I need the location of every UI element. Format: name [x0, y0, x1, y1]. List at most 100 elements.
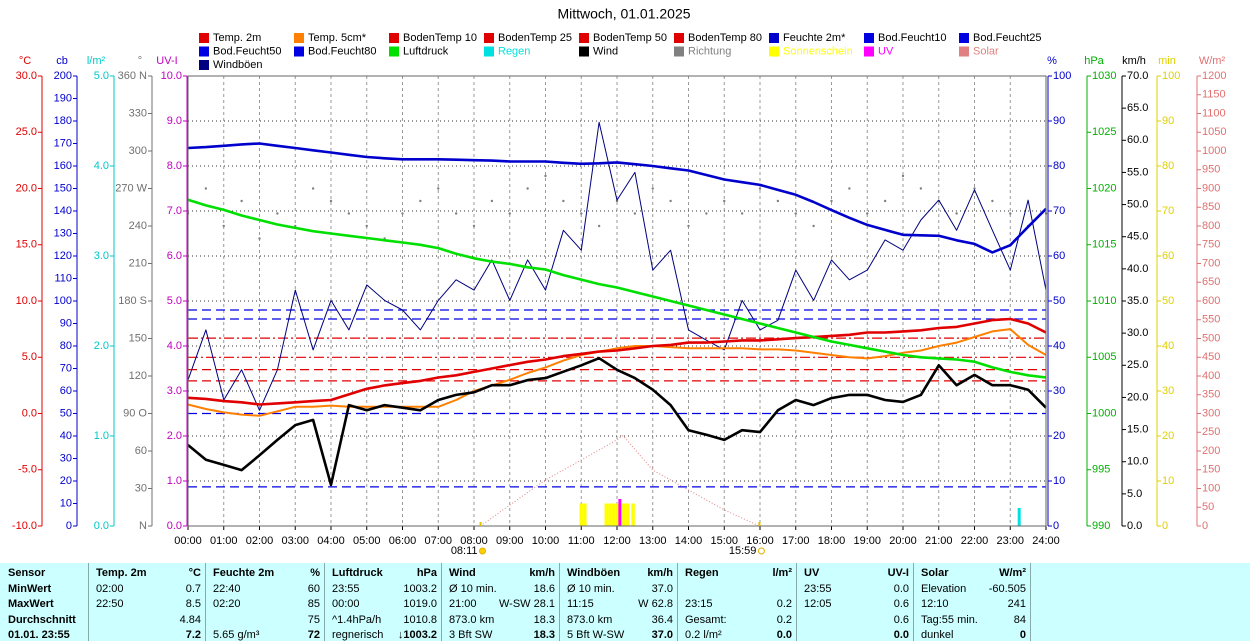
data-cell: 5.65 g/m³ 72: [207, 628, 326, 641]
data-cell: 873.0 km 18.3: [443, 613, 561, 628]
y-tick-label: 70.0: [1127, 70, 1148, 82]
data-cell: 11:15 W 62.8: [561, 597, 679, 612]
cell-value: ↓1003.2: [397, 629, 437, 641]
y-tick-label: 50.0: [1127, 198, 1148, 210]
x-tick-label: 19:00: [853, 535, 881, 547]
header-text: Regen: [685, 567, 719, 579]
direction-dot: [472, 224, 476, 228]
y-tick-label: 0: [1202, 520, 1208, 532]
y-tick-label: 4.0: [94, 160, 109, 172]
y-tick-label: 100: [1053, 70, 1071, 82]
data-cell: Gesamt: 0.2: [679, 613, 798, 628]
legend-item: BodenTemp 50: [579, 32, 667, 44]
y-tick-label: 60: [1053, 250, 1065, 262]
header-cell: Solar W/m²: [915, 566, 1032, 581]
direction-dot: [222, 224, 225, 228]
cell-note: Ø 10 min.: [449, 582, 497, 595]
y-tick-label: 990: [1092, 520, 1110, 532]
row-label-text: 01.01. 23:55: [8, 629, 70, 641]
legend-label: Regen: [498, 45, 530, 57]
y-tick-label: 0: [1162, 520, 1168, 532]
y-tick-label: 160: [54, 160, 72, 172]
y-tick-label: -10.0: [12, 520, 37, 532]
x-tick-label: 11:00: [568, 535, 595, 547]
data-cell: 21:00 W-SW 28.1: [443, 597, 561, 612]
y-tick-label: 995: [1092, 464, 1110, 476]
header-cell: Regen l/m²: [679, 566, 798, 581]
direction-dot: [723, 199, 726, 203]
y-tick-label: 600: [1202, 295, 1220, 307]
cell-value: 72: [307, 629, 320, 641]
y-tick-label: 950: [1202, 164, 1220, 176]
y-tick-label: 400: [1202, 370, 1220, 382]
cell-note: 23:55: [804, 582, 832, 595]
cell-value: 1019.0: [403, 598, 437, 610]
header-unit: l/m²: [772, 567, 792, 579]
bar: [579, 503, 583, 526]
x-tick-label: 20:00: [889, 535, 917, 547]
bar: [583, 503, 587, 526]
y-tick-label: 700: [1202, 257, 1220, 269]
cell-value: W 62.8: [638, 598, 673, 610]
legend-item: Richtung: [674, 45, 731, 57]
y-tick-label: 20: [60, 475, 72, 487]
legend-label: UV: [878, 45, 894, 57]
row-label-text: Durchschnitt: [8, 613, 76, 626]
direction-dot: [1009, 212, 1012, 215]
legend-label: BodenTemp 50: [593, 32, 667, 44]
direction-dot: [419, 199, 422, 203]
data-cell: 5 Bft W-SW 37.0: [561, 628, 679, 641]
header-text: Windböen: [567, 567, 621, 579]
y-tick-label: 30.0: [16, 70, 37, 82]
direction-dot: [794, 212, 797, 215]
y-tick-label: 180 S: [118, 295, 147, 307]
y-tick-label: 150: [54, 182, 72, 194]
y-tick-label: 80: [1162, 160, 1174, 172]
cell-note: 23:15: [685, 598, 713, 610]
data-cell: 02:20 85: [207, 597, 326, 612]
data-cell: dunkel 0: [915, 628, 1032, 641]
y-tick-label: 7.0: [167, 205, 182, 217]
y-tick-label: 1030: [1092, 70, 1116, 82]
y-tick-label: 15.0: [1127, 423, 1148, 435]
bar: [618, 499, 622, 526]
y-tick-label: 5.0: [94, 70, 109, 82]
legend-swatch: [864, 46, 874, 57]
y-tick-label: 40: [1053, 340, 1065, 352]
y-tick-label: 270 W: [115, 182, 147, 194]
y-tick-label: 80: [60, 340, 72, 352]
y-tick-label: 170: [54, 137, 72, 149]
legend-swatch: [959, 46, 969, 57]
legend-label: Bod.Feucht80: [308, 45, 377, 57]
y-tick-label: 1015: [1092, 239, 1116, 251]
cell-note: regnerisch: [332, 629, 384, 641]
y-tick-label: 900: [1202, 182, 1220, 194]
y-tick-label: 90 O: [123, 407, 147, 419]
x-tick-label: 23:00: [996, 535, 1024, 547]
cell-value: 84: [1013, 613, 1026, 626]
column-separator: [677, 563, 678, 641]
cell-value: 36.4: [651, 613, 673, 626]
header-cell: Wind km/h: [443, 566, 561, 581]
y-tick-label: 20.0: [16, 182, 37, 194]
legend-item: Temp. 2m: [199, 32, 261, 44]
y-tick-label: 30: [60, 452, 72, 464]
bar: [1017, 508, 1021, 526]
y-tick-label: 80: [1053, 160, 1065, 172]
y-tick-label: 65.0: [1127, 102, 1148, 114]
y-tick-label: 9.0: [167, 115, 182, 127]
data-cell: Ø 10 min. 37.0: [561, 582, 679, 597]
y-tick-label: 20: [1162, 430, 1174, 442]
y-tick-label: 40.0: [1127, 263, 1148, 275]
data-cell: 23:55 1003.2: [326, 582, 443, 597]
cell-value: 0.2: [776, 613, 792, 626]
direction-dot: [651, 187, 654, 190]
y-tick-label: 500: [1202, 332, 1220, 344]
legend-label: Bod.Feucht10: [878, 32, 947, 44]
x-tick-label: 15:00: [710, 535, 738, 547]
legend-item: Luftdruck: [389, 45, 449, 57]
legend-label: Temp. 5cm*: [308, 32, 367, 44]
y-tick-label: 10: [60, 497, 72, 509]
legend-swatch: [199, 60, 209, 70]
y-tick-label: 45.0: [1127, 231, 1148, 243]
